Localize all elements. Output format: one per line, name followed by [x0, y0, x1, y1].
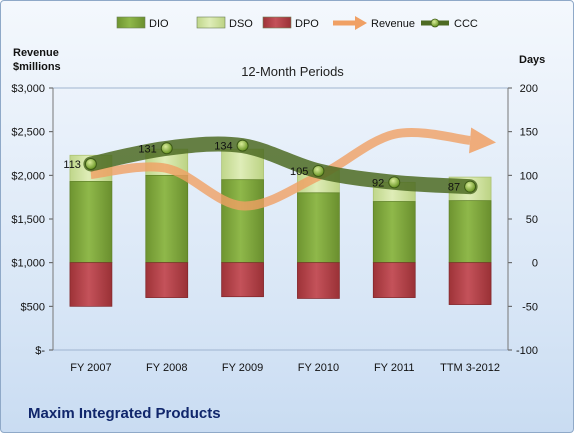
- legend-label: DSO: [229, 18, 253, 30]
- legend-label: Revenue: [371, 18, 415, 30]
- x-axis-tick-label: FY 2007: [70, 362, 111, 374]
- x-axis-tick-label: FY 2010: [298, 362, 339, 374]
- legend-label: CCC: [454, 18, 478, 30]
- dio-bar: [297, 192, 340, 264]
- right-axis-tick-label: 200: [520, 83, 538, 95]
- x-axis-tick-label: FY 2009: [222, 362, 263, 374]
- left-axis-tick-label: $3,000: [11, 83, 45, 95]
- left-axis-tick-label: $1,000: [11, 258, 45, 270]
- x-axis-tick-label: FY 2008: [146, 362, 187, 374]
- x-axis-tick-label: TTM 3-2012: [440, 362, 500, 374]
- dpo-bar: [297, 262, 340, 299]
- right-axis-tick-label: 0: [532, 258, 538, 270]
- dio-bar: [372, 201, 416, 264]
- legend-label: DPO: [295, 18, 319, 30]
- x-axis-tick-label: FY 2011: [374, 362, 415, 374]
- ccc-marker: [84, 157, 97, 170]
- dpo-bar: [145, 262, 189, 298]
- right-axis-tick-label: -50: [522, 301, 538, 313]
- left-axis-tick-label: $2,500: [11, 127, 45, 139]
- left-axis-tick-label: $500: [21, 301, 45, 313]
- plot-area: [52, 87, 509, 351]
- dio-bar: [221, 179, 264, 264]
- legend-swatch: [355, 16, 367, 30]
- ccc-data-label: 134: [214, 141, 232, 153]
- left-axis-tick-label: $-: [35, 345, 45, 357]
- ccc-data-label: 87: [448, 182, 460, 194]
- chart-title: 12-Month Periods: [241, 64, 344, 79]
- ccc-marker: [312, 164, 325, 177]
- right-axis-label: Days: [519, 54, 545, 66]
- ccc-data-label: 131: [138, 143, 156, 155]
- legend-item-dio: DIO: [116, 16, 169, 30]
- ccc-marker: [464, 180, 477, 193]
- company-title: Maxim Integrated Products: [28, 405, 221, 422]
- right-axis-tick-label: 150: [520, 127, 538, 139]
- left-axis-tick-label: $2,000: [11, 170, 45, 182]
- dio-bar: [448, 200, 492, 264]
- right-axis-tick-label: 100: [520, 170, 538, 182]
- ccc-data-label: 105: [290, 166, 308, 178]
- dpo-bar: [221, 262, 264, 298]
- ccc-marker: [236, 139, 249, 152]
- ccc-marker: [160, 142, 173, 155]
- dpo-bar: [372, 262, 416, 298]
- right-axis-tick-label: 50: [526, 214, 538, 226]
- legend-label: DIO: [149, 18, 169, 30]
- dio-bar: [145, 174, 189, 264]
- revenue-arrowhead: [469, 127, 496, 154]
- legend-item-dso: DSO: [196, 16, 253, 30]
- ccc-data-label: 113: [63, 159, 81, 171]
- ccc-data-label: 92: [372, 177, 384, 189]
- legend-swatch: [430, 18, 440, 28]
- dpo-bar: [448, 262, 492, 305]
- legend-swatch: [262, 16, 292, 29]
- legend-item-ccc: CCC: [421, 18, 478, 30]
- ccc-marker: [388, 176, 401, 189]
- left-axis-label: Revenue: [13, 47, 59, 59]
- legend-item-dpo: DPO: [262, 16, 319, 30]
- legend-item-revenue: Revenue: [333, 16, 415, 30]
- left-axis-label: $millions: [13, 61, 61, 73]
- dpo-bar: [69, 262, 113, 307]
- right-axis-tick-label: -100: [516, 345, 538, 357]
- legend-swatch: [116, 16, 146, 29]
- dio-bar: [69, 181, 113, 264]
- legend-swatch: [196, 16, 226, 29]
- revenue-line: [90, 128, 471, 211]
- left-axis-tick-label: $1,500: [11, 214, 45, 226]
